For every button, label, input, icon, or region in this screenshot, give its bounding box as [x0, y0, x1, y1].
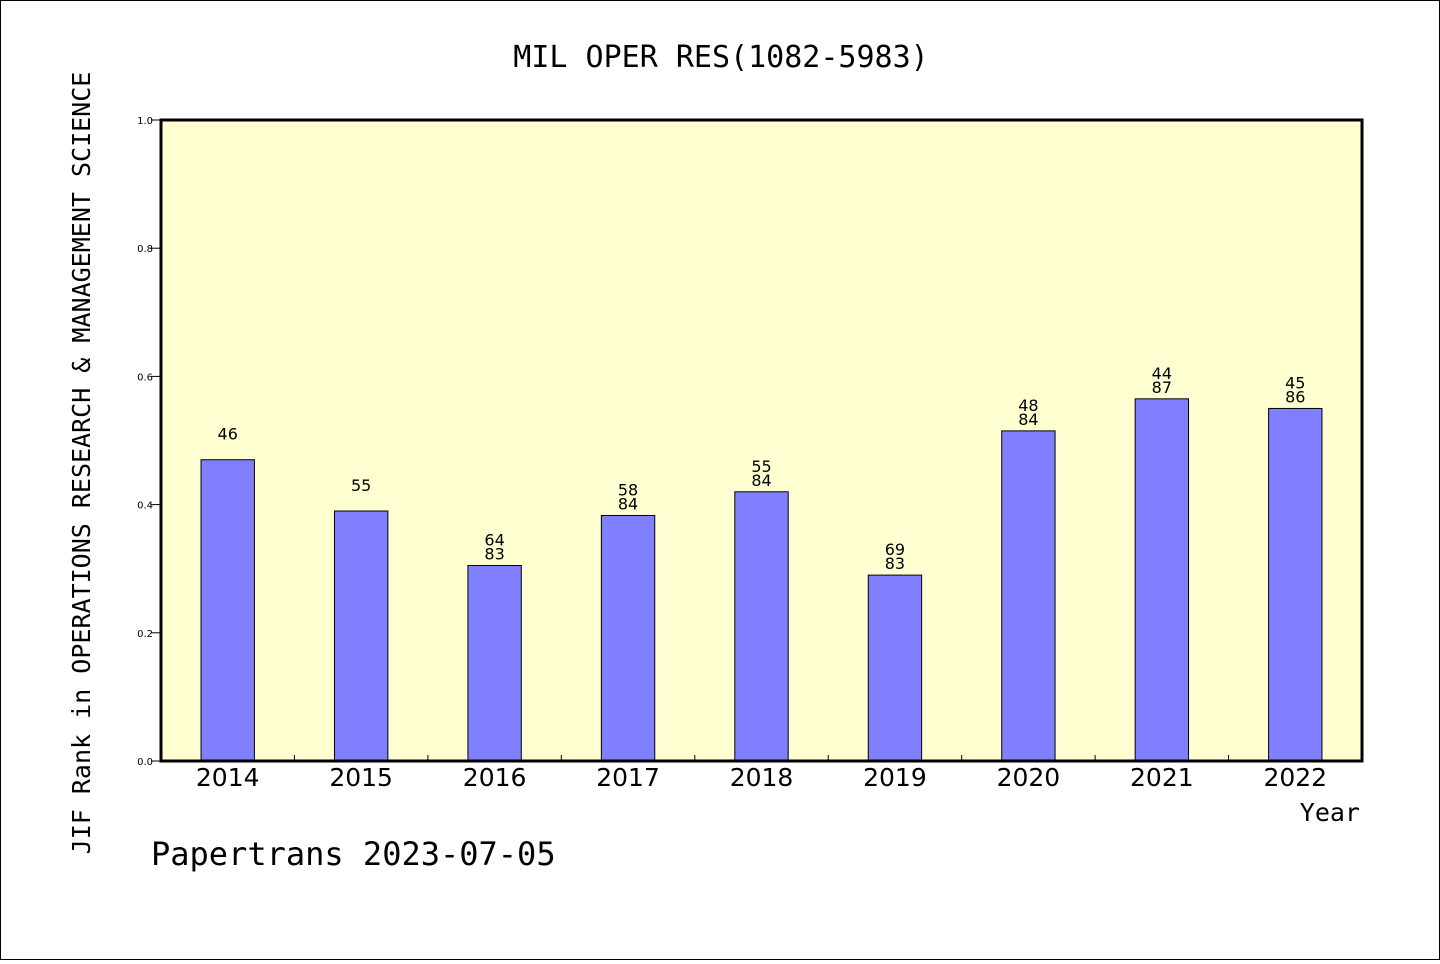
bar-label-2021-2: 87	[1152, 378, 1172, 397]
bar-label-2019-1: 69	[885, 540, 905, 559]
bar-label-2016-2: 83	[484, 544, 504, 563]
x-tick-label-2016: 2016	[463, 763, 527, 792]
x-axis-label: Year	[1300, 798, 1360, 827]
x-tick-label-2015: 2015	[329, 763, 393, 792]
x-tick-label-2022: 2022	[1263, 763, 1327, 792]
x-tick-label-2014: 2014	[196, 763, 260, 792]
bar-label-2016-1: 64	[484, 530, 504, 549]
bar-2017	[600, 514, 656, 762]
bar-label-2019-2: 83	[885, 554, 905, 573]
bars-group	[200, 398, 1323, 762]
bar-label-2017-2: 84	[618, 494, 638, 513]
bar-2015	[333, 510, 389, 762]
x-tick-label-2020: 2020	[997, 763, 1061, 792]
bar-label-2020-1: 48	[1018, 396, 1038, 415]
y-axis-ticks: 0.0 0.2 0.4 0.6 0.8 1.0	[137, 116, 161, 768]
bar-2022	[1268, 407, 1323, 762]
bar-label-2020-2: 84	[1018, 410, 1038, 429]
bar-2021	[1134, 398, 1190, 762]
bar-2019	[867, 574, 923, 762]
x-tick-label-2018: 2018	[730, 763, 794, 792]
bar-label-2022-2: 86	[1285, 387, 1305, 406]
y-tick-label-0.2: 0.2	[137, 629, 153, 640]
y-tick-label-0.6: 0.6	[137, 372, 153, 383]
x-axis-ticks: 2014 2015 2016 2017 2018 2019 2020 2021 2022	[196, 755, 1327, 792]
footer-stamp: Papertrans 2023-07-05	[151, 835, 556, 873]
y-tick-label-0.4: 0.4	[137, 501, 153, 512]
bar-label-2018-2: 84	[751, 471, 771, 490]
y-axis-label: JIF Rank in OPERATIONS RESEARCH & MANAGE…	[67, 72, 96, 855]
bar-label-2015-1: 55	[351, 476, 371, 495]
bar-2016	[467, 564, 522, 762]
bar-label-2018-1: 55	[751, 457, 771, 476]
y-tick-label-1.0: 1.0	[137, 116, 153, 127]
y-tick-label-0.0: 0.0	[137, 757, 153, 768]
chart-title: MIL OPER RES(1082-5983)	[513, 40, 928, 75]
bar-label-2017-1: 58	[618, 480, 638, 499]
plot-border	[159, 118, 1364, 763]
y-tick-label-0.8: 0.8	[137, 244, 153, 255]
x-tick-label-2017: 2017	[596, 763, 660, 792]
bar-2014	[200, 459, 255, 762]
x-tick-label-2021: 2021	[1130, 763, 1194, 792]
bar-label-2021-1: 44	[1152, 364, 1172, 383]
bar-label-2022-1: 45	[1285, 373, 1305, 392]
x-tick-label-2019: 2019	[863, 763, 927, 792]
bar-2020	[1001, 430, 1056, 762]
bar-2018	[734, 491, 789, 762]
bar-label-2014-1: 46	[218, 425, 238, 444]
